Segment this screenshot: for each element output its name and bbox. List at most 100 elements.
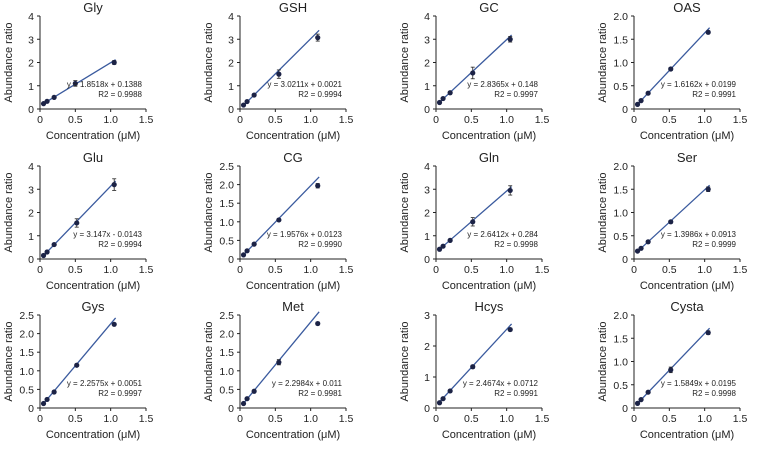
fit-equation: y = 3.147x - 0.0143 xyxy=(73,230,142,239)
data-point xyxy=(638,245,644,251)
y-tick-label: 2 xyxy=(424,58,430,70)
y-tick-label: 4 xyxy=(424,11,430,23)
y-axis-label: Abundance ratio xyxy=(3,172,15,252)
data-point xyxy=(436,400,443,406)
data-point xyxy=(276,217,282,223)
data-point xyxy=(111,321,117,327)
x-tick-label: 1.5 xyxy=(139,264,154,276)
y-tick-label: 2 xyxy=(28,208,34,220)
y-tick-label: 1 xyxy=(424,231,430,243)
data-point xyxy=(470,70,476,76)
r-squared: R2 = 0.9999 xyxy=(692,240,736,249)
y-tick-label: 2.0 xyxy=(219,180,234,192)
panel-met: Met 0 0.5 1.0 1.5 0 0.5 1.0 1.5 2.0 2.5 Concentrati… xyxy=(203,299,353,441)
data-point xyxy=(240,400,247,407)
r-squared: R2 = 0.9997 xyxy=(98,389,142,398)
y-tick-label: 2.5 xyxy=(219,310,234,322)
data-point xyxy=(447,90,453,96)
data-point xyxy=(40,400,47,407)
data-point xyxy=(251,92,257,98)
y-tick-label: 1.0 xyxy=(613,208,628,220)
x-tick-label: 0.5 xyxy=(464,114,479,126)
y-axis-label: Abundance ratio xyxy=(203,321,215,401)
y-tick-label: 0 xyxy=(28,403,34,415)
data-point xyxy=(668,367,674,373)
y-tick-label: 0 xyxy=(228,104,234,116)
x-tick-label: 0.5 xyxy=(268,413,283,425)
data-point xyxy=(634,248,641,254)
fit-equation: y = 1.8518x + 0.1388 xyxy=(67,80,143,89)
y-tick-label: 1.5 xyxy=(219,198,234,210)
x-tick-label: 1.0 xyxy=(499,264,514,276)
x-tick-label: 0 xyxy=(433,114,439,126)
y-tick-label: 2.0 xyxy=(19,329,34,341)
x-tick-label: 0.5 xyxy=(68,114,83,126)
x-axis-label: Concentration (μM) xyxy=(46,280,140,292)
data-point xyxy=(44,98,50,104)
y-tick-label: 1.0 xyxy=(219,217,234,229)
y-axis-label: Abundance ratio xyxy=(399,22,411,102)
y-tick-label: 1 xyxy=(424,81,430,93)
panel-title: GSH xyxy=(279,0,307,15)
data-point xyxy=(447,237,453,243)
panel-gly: Gly 0 0.5 1.0 1.5 0 1 2 3 4 Concentration (μM) Abun… xyxy=(3,0,153,142)
x-tick-label: 0.5 xyxy=(268,114,283,126)
y-axis-label: Abundance ratio xyxy=(597,172,609,252)
data-point xyxy=(276,71,282,77)
y-tick-label: 0 xyxy=(228,403,234,415)
y-tick-label: 2.0 xyxy=(613,11,628,23)
data-point xyxy=(705,29,711,35)
x-tick-label: 1.0 xyxy=(103,114,118,126)
x-axis-label: Concentration (μM) xyxy=(246,130,340,142)
y-tick-label: 2 xyxy=(424,208,430,220)
x-tick-label: 0 xyxy=(37,264,43,276)
panel-gln: Gln 0 0.5 1.0 1.5 0 1 2 3 4 Concentration (μM) Abun… xyxy=(399,150,549,292)
data-point xyxy=(507,326,513,333)
y-tick-label: 2 xyxy=(228,58,234,70)
y-tick-label: 2.0 xyxy=(613,310,628,322)
y-tick-label: 0 xyxy=(28,104,34,116)
panel-title: Ser xyxy=(677,150,698,165)
panel-cg: CG 0 0.5 1.0 1.5 0 0.5 1.0 1.5 2.0 2.5 Concentratio… xyxy=(203,150,353,292)
x-tick-label: 0 xyxy=(237,413,243,425)
r-squared: R2 = 0.9998 xyxy=(692,389,736,398)
y-tick-label: 3 xyxy=(424,184,430,196)
y-tick-label: 1 xyxy=(424,372,430,384)
x-tick-label: 1.5 xyxy=(535,264,550,276)
x-tick-label: 0 xyxy=(631,413,637,425)
data-point xyxy=(315,183,321,189)
panel-gsh: GSH 0 0.5 1.0 1.5 0 1 2 3 4 Concentration (μM) Abun… xyxy=(203,0,353,142)
x-tick-label: 0 xyxy=(37,114,43,126)
r-squared: R2 = 0.9994 xyxy=(98,240,142,249)
data-point xyxy=(440,243,446,249)
y-tick-label: 2.0 xyxy=(613,161,628,173)
y-tick-label: 2.5 xyxy=(219,161,234,173)
r-squared: R2 = 0.9981 xyxy=(298,389,342,398)
y-tick-label: 1.5 xyxy=(19,347,34,359)
y-tick-label: 0 xyxy=(424,104,430,116)
x-tick-label: 0.5 xyxy=(268,264,283,276)
y-tick-label: 0 xyxy=(622,104,628,116)
fit-equation: y = 1.5849x + 0.0195 xyxy=(661,379,737,388)
r-squared: R2 = 0.9994 xyxy=(298,90,342,99)
fit-equation: y = 2.4674x + 0.0712 xyxy=(463,379,539,388)
y-tick-label: 0 xyxy=(424,254,430,266)
fit-equation: y = 2.8365x + 0.148 xyxy=(467,80,538,89)
x-axis-label: Concentration (μM) xyxy=(442,130,536,142)
data-point xyxy=(645,389,651,395)
x-axis-label: Concentration (μM) xyxy=(640,280,734,292)
x-tick-label: 1.0 xyxy=(303,264,318,276)
x-tick-label: 1.5 xyxy=(339,413,354,425)
r-squared: R2 = 0.9998 xyxy=(494,240,538,249)
x-tick-label: 0 xyxy=(631,114,637,126)
panel-gys: Gys 0 0.5 1.0 1.5 0 0.5 1.0 1.5 2.0 2.5 Concentrati… xyxy=(3,299,153,441)
x-tick-label: 0.5 xyxy=(662,114,677,126)
data-point xyxy=(315,35,321,41)
x-tick-label: 1.0 xyxy=(303,114,318,126)
data-point xyxy=(315,320,321,327)
x-tick-label: 0.5 xyxy=(68,264,83,276)
x-axis-label: Concentration (μM) xyxy=(246,280,340,292)
x-tick-label: 1.5 xyxy=(733,264,748,276)
x-tick-label: 1.5 xyxy=(535,413,550,425)
